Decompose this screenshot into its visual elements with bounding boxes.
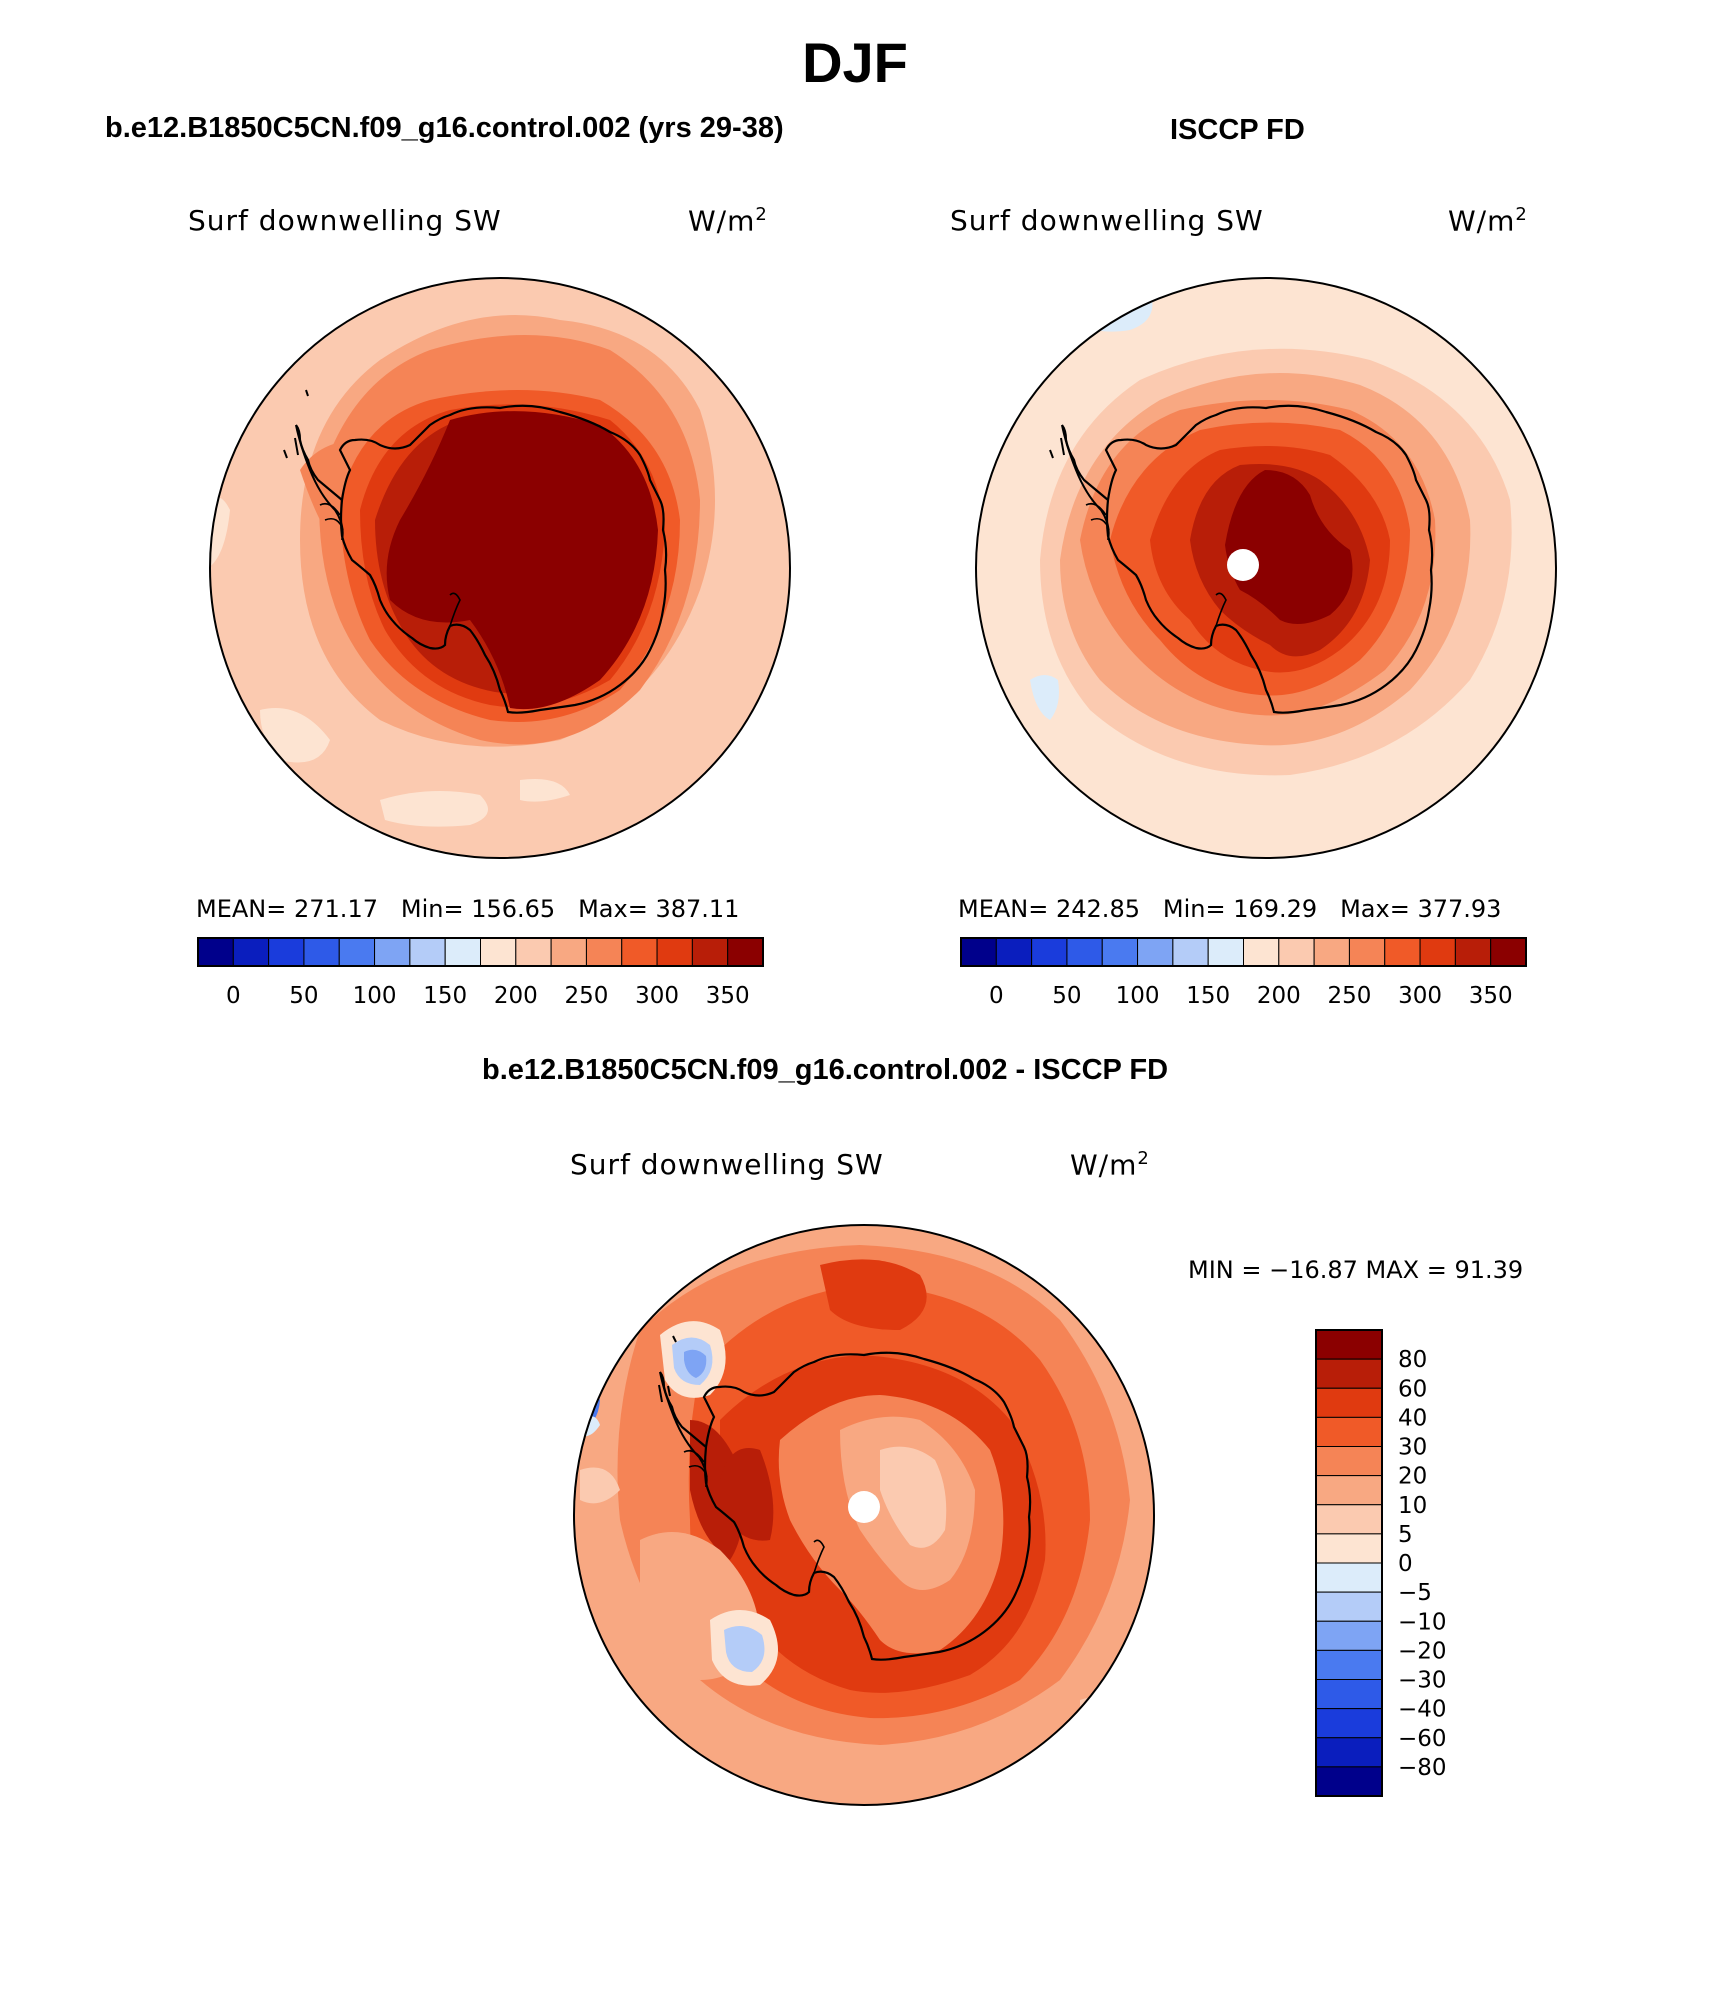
colorbar-difference-swatch xyxy=(1315,1533,1383,1564)
colorbar-isccp-tick-label: 0 xyxy=(989,983,1004,1009)
panel3-variable: Surf downwelling SW xyxy=(570,1148,884,1181)
colorbar-model-tick-label: 300 xyxy=(635,983,679,1009)
panel3-subtitle: b.e12.B1850C5CN.f09_g16.control.002 - IS… xyxy=(482,1054,1169,1086)
colorbar-difference-tick-label: 80 xyxy=(1398,1347,1427,1373)
colorbar-isccp-tick-label: 300 xyxy=(1398,983,1442,1009)
colorbar-difference-swatch xyxy=(1315,1475,1383,1506)
colorbar-difference-tick-label: 30 xyxy=(1398,1435,1427,1461)
colorbar-difference-tick-label: 20 xyxy=(1398,1464,1427,1490)
panel1-variable: Surf downwelling SW xyxy=(188,204,502,237)
colorbar-model-tick-label: 0 xyxy=(226,983,241,1009)
colorbar-model-swatch xyxy=(550,937,587,967)
colorbar-model-swatch xyxy=(727,937,764,967)
colorbar-model-swatch xyxy=(374,937,411,967)
colorbar-isccp-tick-label: 200 xyxy=(1257,983,1301,1009)
colorbar-difference-swatch xyxy=(1315,1679,1383,1710)
colorbar-model-tick-label: 350 xyxy=(706,983,750,1009)
panel2-variable: Surf downwelling SW xyxy=(950,204,1264,237)
colorbar-model-swatch xyxy=(656,937,693,967)
figure-title: DJF xyxy=(802,31,908,94)
colorbar-difference-swatch xyxy=(1315,1562,1383,1593)
colorbar-difference-tick-label: 0 xyxy=(1398,1551,1413,1577)
colorbar-difference-swatch xyxy=(1315,1416,1383,1447)
colorbar-isccp-tick-label: 350 xyxy=(1469,983,1513,1009)
colorbar-model-swatch xyxy=(621,937,658,967)
colorbar-isccp-tick-label: 150 xyxy=(1186,983,1230,1009)
colorbar-model-tick-label: 250 xyxy=(564,983,608,1009)
colorbar-isccp-swatch xyxy=(1419,937,1456,967)
colorbar-difference-swatch xyxy=(1315,1649,1383,1680)
colorbar-isccp-tick-label: 250 xyxy=(1327,983,1371,1009)
colorbar-difference-swatch xyxy=(1315,1446,1383,1477)
panel1-units: W/m2 xyxy=(688,204,768,238)
panel2-subtitle: ISCCP FD xyxy=(1170,114,1305,146)
colorbar-difference-tick-label: −10 xyxy=(1398,1609,1447,1635)
colorbar-difference-swatch xyxy=(1315,1591,1383,1622)
colorbar-isccp-tick-label: 100 xyxy=(1116,983,1160,1009)
colorbar-isccp-swatch xyxy=(1348,937,1386,967)
colorbar-model-tick-label: 150 xyxy=(423,983,467,1009)
colorbar-difference-swatch xyxy=(1315,1737,1383,1768)
colorbar-difference-tick-label: 60 xyxy=(1398,1376,1427,1402)
colorbar-difference-swatch xyxy=(1315,1620,1383,1651)
colorbar-difference-tick-label: −30 xyxy=(1398,1668,1447,1694)
colorbar-difference-tick-label: −20 xyxy=(1398,1638,1447,1664)
colorbar-model-tick-label: 100 xyxy=(353,983,397,1009)
colorbar-difference-tick-label: −40 xyxy=(1398,1697,1447,1723)
panel3-units: W/m2 xyxy=(1070,1148,1150,1182)
colorbar-difference-swatch xyxy=(1315,1329,1383,1360)
colorbar-isccp-tick-label: 50 xyxy=(1052,983,1081,1009)
colorbar-model-tick-label: 50 xyxy=(289,983,318,1009)
colorbar-model-swatch xyxy=(444,937,481,967)
colorbar-difference-tick-label: −5 xyxy=(1398,1580,1432,1606)
colorbar-difference-tick-label: 10 xyxy=(1398,1493,1427,1519)
colorbar-isccp-swatch xyxy=(995,937,1033,967)
panel2-units: W/m2 xyxy=(1448,204,1528,238)
map-difference xyxy=(573,1224,1155,1806)
colorbar-difference-swatch xyxy=(1315,1504,1383,1535)
map-model xyxy=(209,277,791,859)
colorbar-difference-swatch xyxy=(1315,1358,1383,1389)
colorbar-difference-swatch xyxy=(1315,1387,1383,1418)
colorbar-difference-tick-label: −60 xyxy=(1398,1726,1447,1752)
colorbar-model-tick-label: 200 xyxy=(494,983,538,1009)
colorbar-isccp-swatch xyxy=(1066,937,1103,967)
colorbar-model-swatch xyxy=(515,937,552,967)
colorbar-difference-tick-label: 40 xyxy=(1398,1405,1427,1431)
panel3-minmax: MIN = −16.87 MAX = 91.39 xyxy=(1188,1256,1524,1284)
map-isccp xyxy=(975,277,1557,859)
colorbar-difference-swatch xyxy=(1315,1766,1383,1797)
colorbar-model-swatch xyxy=(303,937,340,967)
colorbar-model-swatch xyxy=(691,937,729,967)
colorbar-difference-tick-label: 5 xyxy=(1398,1522,1413,1548)
colorbar-difference-swatch xyxy=(1315,1708,1383,1739)
panel1-subtitle: b.e12.B1850C5CN.f09_g16.control.002 (yrs… xyxy=(105,112,784,144)
colorbar-difference-tick-label: −80 xyxy=(1398,1755,1447,1781)
colorbar-isccp-swatch xyxy=(1313,937,1350,967)
panel2-stats: MEAN= 242.85 Min= 169.29 Max= 377.93 xyxy=(958,895,1502,923)
panel1-stats: MEAN= 271.17 Min= 156.65 Max= 387.11 xyxy=(196,895,740,923)
